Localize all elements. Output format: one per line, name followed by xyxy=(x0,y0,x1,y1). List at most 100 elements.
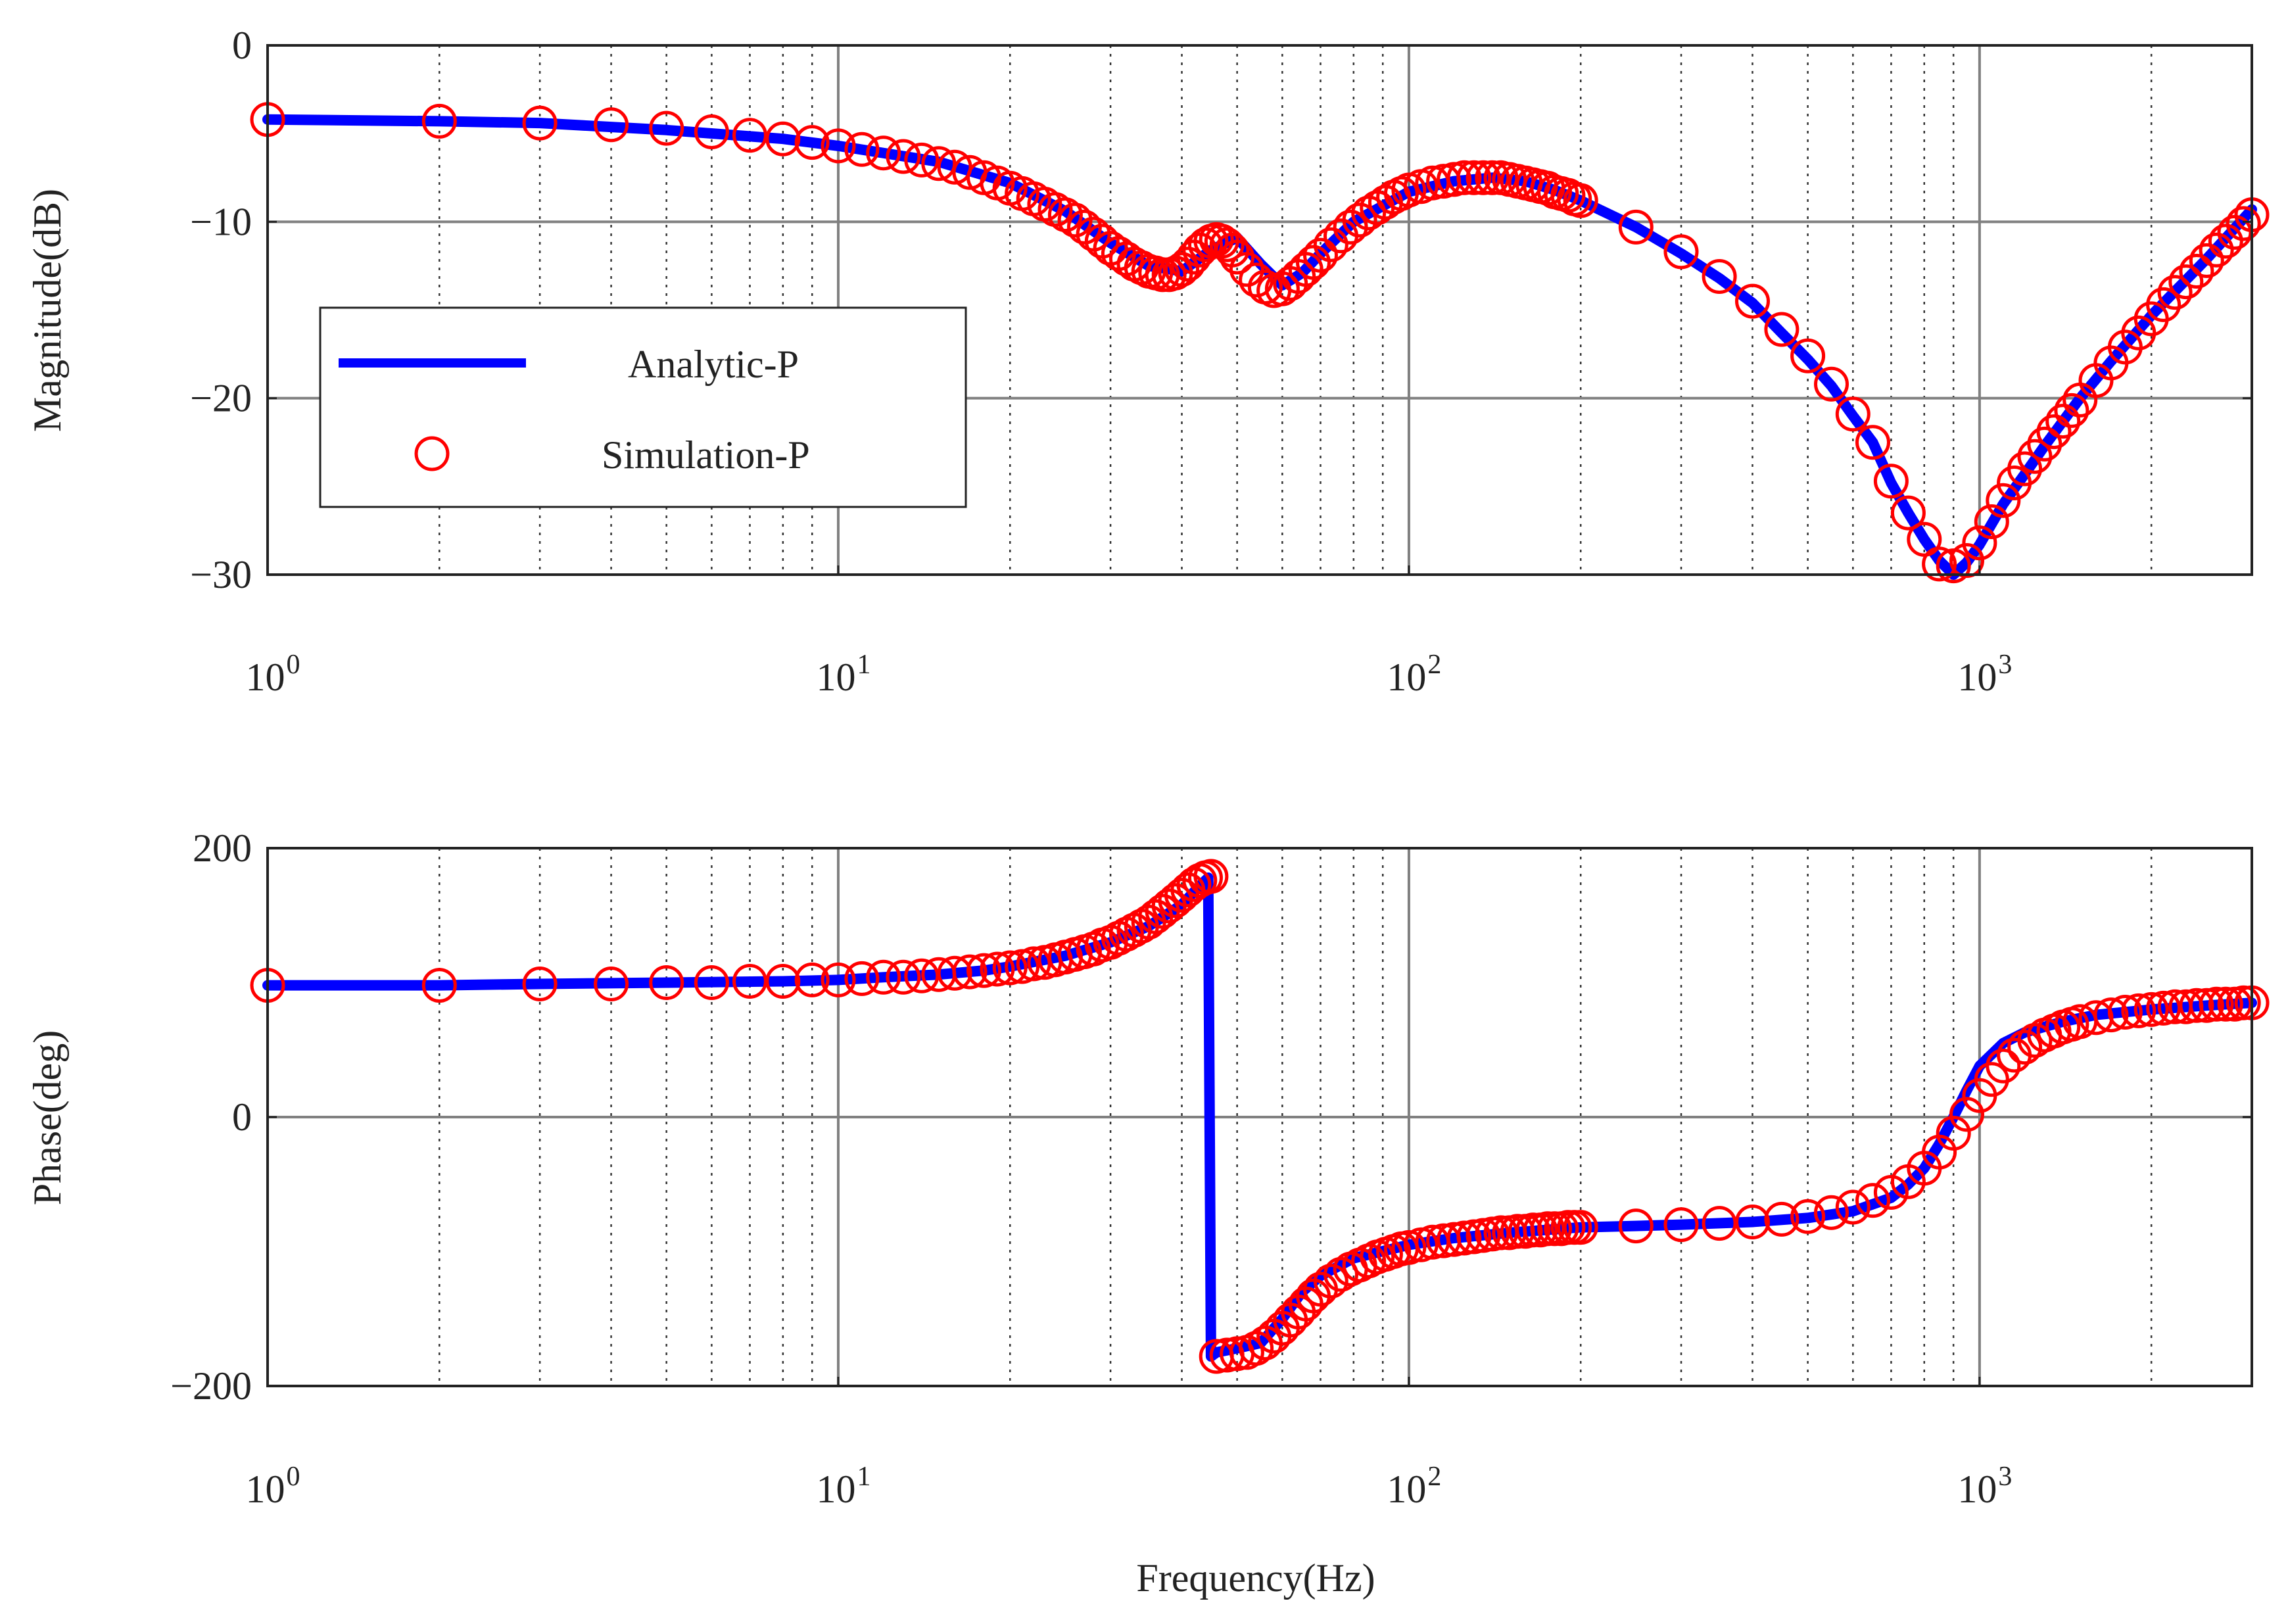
simulation-point xyxy=(937,955,972,991)
simulation-point xyxy=(2199,232,2234,268)
simulation-point xyxy=(1391,1230,1427,1265)
simulation-point xyxy=(1351,195,1387,231)
simulation-point xyxy=(2027,426,2062,462)
simulation-point xyxy=(2157,275,2193,310)
simulation-point xyxy=(1855,1183,1890,1218)
simulation-point xyxy=(886,959,921,995)
simulation-point xyxy=(1986,1048,2021,1084)
simulation-point xyxy=(1814,366,1849,402)
simulation-point xyxy=(1239,1331,1274,1366)
simulation-point xyxy=(1618,209,1654,245)
simulation-point xyxy=(694,965,729,1000)
simulation-point xyxy=(1814,1195,1849,1230)
simulation-point xyxy=(594,967,629,1001)
y-tick-label: 0 xyxy=(232,1095,252,1139)
simulation-point xyxy=(2093,997,2129,1033)
simulation-point xyxy=(522,967,558,1001)
x-axis-label: Frequency(Hz) xyxy=(1136,1556,1375,1600)
simulation-point xyxy=(1456,160,1492,195)
simulation-point xyxy=(1475,160,1510,195)
magnitude-series xyxy=(250,102,2270,584)
simulation-point xyxy=(2121,993,2157,1028)
x-tick-label: 100 xyxy=(246,1462,300,1511)
x-tick-label: 101 xyxy=(816,1462,870,1511)
simulation-point xyxy=(1735,1205,1770,1239)
simulation-point xyxy=(904,958,940,993)
y-tick-label: −30 xyxy=(190,553,252,596)
simulation-point xyxy=(1936,1116,1971,1151)
simulation-point xyxy=(1835,396,1871,432)
simulation-point xyxy=(765,121,801,156)
simulation-point xyxy=(2007,451,2043,487)
simulation-point xyxy=(1005,949,1040,984)
phase-series xyxy=(250,859,2270,1374)
simulation-point xyxy=(1873,1175,1909,1210)
phase-x-ticks: 100 101 102 103 xyxy=(246,1377,2012,1511)
magnitude-y-ticks: 0 −10 −20 −30 xyxy=(190,24,2252,596)
simulation-point xyxy=(2226,985,2261,1020)
simulation-point xyxy=(2168,264,2204,300)
simulation-point xyxy=(886,139,921,174)
simulation-point xyxy=(1949,543,1984,578)
legend-analytic-label: Analytic-P xyxy=(628,343,799,386)
simulation-point xyxy=(1922,546,1957,582)
x-tick-label: 101 xyxy=(816,650,870,699)
simulation-point xyxy=(1855,425,1890,460)
simulation-point xyxy=(1974,1062,2009,1097)
x-tick-label: 100 xyxy=(246,650,300,699)
simulation-point xyxy=(1220,239,1255,275)
simulation-point xyxy=(980,951,1015,987)
legend-box xyxy=(319,306,967,508)
simulation-point xyxy=(1446,1220,1482,1256)
simulation-point xyxy=(1835,1189,1871,1225)
y-tick-label: −10 xyxy=(190,200,252,243)
simulation-point xyxy=(821,128,856,164)
simulation-point xyxy=(952,954,988,990)
phase-y-axis-label: Phase(deg) xyxy=(26,1030,69,1206)
x-tick-label: 103 xyxy=(1957,1462,2012,1511)
simulation-point xyxy=(765,964,801,999)
simulation-point xyxy=(421,103,457,139)
simulation-point xyxy=(1618,1208,1654,1244)
simulation-point xyxy=(1563,1210,1598,1245)
phase-panel: 200 0 −200 100 101 102 103 Phase(deg) Frequen… xyxy=(26,826,2270,1600)
simulation-point xyxy=(1735,283,1770,319)
simulation-point xyxy=(649,110,684,146)
simulation-point xyxy=(2054,393,2089,428)
simulation-point xyxy=(1164,252,1199,287)
simulation-point xyxy=(421,968,457,1003)
simulation-point xyxy=(732,118,767,153)
simulation-point xyxy=(1403,1227,1439,1262)
simulation-point xyxy=(992,950,1028,986)
simulation-point xyxy=(1949,1097,1984,1132)
simulation-point xyxy=(844,961,880,996)
simulation-point xyxy=(2208,986,2243,1022)
x-tick-label: 102 xyxy=(1387,1462,1441,1511)
simulation-point xyxy=(1702,259,1737,294)
simulation-point xyxy=(2007,1030,2043,1065)
legend: Analytic-P Simulation-P xyxy=(319,306,967,508)
y-tick-label: −200 xyxy=(170,1364,252,1408)
simulation-point xyxy=(794,962,830,997)
legend-simulation-label: Simulation-P xyxy=(602,433,810,477)
simulation-point xyxy=(1663,1207,1699,1243)
magnitude-x-ticks: 100 101 102 103 xyxy=(246,565,2012,699)
simulation-point xyxy=(2146,990,2181,1026)
simulation-point xyxy=(1342,203,1377,238)
simulation-point xyxy=(2189,243,2224,278)
y-tick-label: −20 xyxy=(190,377,252,420)
simulation-point xyxy=(2179,988,2214,1023)
simulation-point xyxy=(866,959,901,995)
simulation-point xyxy=(1437,1222,1472,1257)
simulation-point xyxy=(1446,160,1482,195)
simulation-point xyxy=(2045,404,2081,439)
simulation-point xyxy=(1890,495,1926,531)
simulation-point xyxy=(2226,206,2261,241)
simulation-point xyxy=(1663,234,1699,270)
legend-simulation-swatch xyxy=(414,436,450,471)
simulation-point xyxy=(522,105,558,141)
magnitude-y-axis-label: Magnitude(dB) xyxy=(26,189,69,432)
simulation-point xyxy=(1229,252,1264,287)
simulation-point xyxy=(1296,245,1331,280)
